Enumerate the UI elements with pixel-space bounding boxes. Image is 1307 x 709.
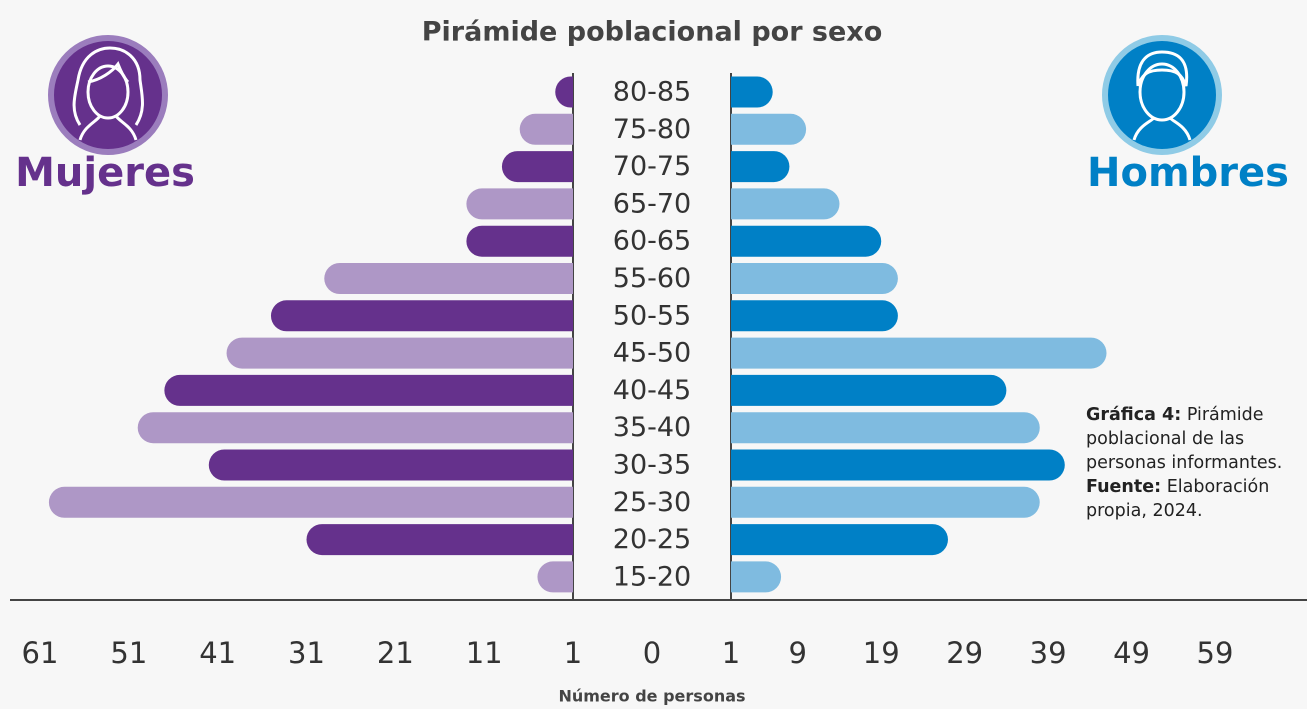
y-tick-label: 70-75 bbox=[613, 151, 691, 182]
bar bbox=[519, 113, 573, 145]
x-tick-label: 29 bbox=[946, 636, 983, 670]
y-tick-label: 40-45 bbox=[613, 375, 691, 406]
bar bbox=[731, 412, 1040, 444]
bar bbox=[537, 561, 573, 593]
bar bbox=[731, 449, 1065, 481]
x-tick-label: 49 bbox=[1113, 636, 1150, 670]
x-tick-label: 61 bbox=[22, 636, 59, 670]
bar bbox=[731, 76, 773, 108]
bar bbox=[731, 337, 1107, 369]
x-tick-label: 31 bbox=[288, 636, 325, 670]
bar bbox=[731, 561, 782, 593]
x-axis-label: Número de personas bbox=[558, 687, 745, 706]
x-tick-label: 1 bbox=[564, 636, 582, 670]
figure-text: Pirámide poblacional de las personas inf… bbox=[1086, 405, 1283, 473]
y-tick-label: 75-80 bbox=[613, 114, 691, 145]
bar bbox=[306, 524, 573, 556]
y-tick-label: 45-50 bbox=[613, 338, 691, 369]
bar bbox=[466, 188, 573, 220]
bar bbox=[731, 300, 898, 332]
bar bbox=[731, 486, 1040, 518]
bar bbox=[270, 300, 573, 332]
y-tick-label: 60-65 bbox=[613, 226, 691, 257]
bar bbox=[731, 524, 948, 556]
y-tick-label: 25-30 bbox=[613, 487, 691, 518]
bar bbox=[731, 225, 882, 257]
bar bbox=[164, 374, 574, 406]
x-tick-label: 39 bbox=[1030, 636, 1067, 670]
y-tick-label: 35-40 bbox=[613, 412, 691, 443]
bar bbox=[501, 151, 573, 183]
x-tick-label: 0 bbox=[643, 636, 661, 670]
x-tick-label: 9 bbox=[789, 636, 807, 670]
x-tick-label: 19 bbox=[863, 636, 900, 670]
bar bbox=[731, 151, 790, 183]
y-tick-label: 20-25 bbox=[613, 524, 691, 555]
bar bbox=[208, 449, 574, 481]
woman-icon bbox=[48, 35, 168, 155]
x-tick-label: 51 bbox=[110, 636, 147, 670]
chart-title: Pirámide poblacional por sexo bbox=[422, 17, 883, 48]
bar bbox=[555, 76, 573, 108]
bar bbox=[226, 337, 574, 369]
y-tick-label: 55-60 bbox=[613, 263, 691, 294]
x-tick-label: 1 bbox=[722, 636, 740, 670]
man-icon bbox=[1102, 35, 1222, 155]
y-tick-label: 65-70 bbox=[613, 188, 691, 219]
y-tick-label: 15-20 bbox=[613, 561, 691, 592]
bar bbox=[466, 225, 573, 257]
bar bbox=[324, 263, 573, 294]
x-tick-label: 41 bbox=[199, 636, 236, 670]
x-tick-label: 11 bbox=[466, 636, 503, 670]
bar bbox=[731, 263, 898, 294]
bar bbox=[731, 188, 840, 220]
figure-label: Gráfica 4: bbox=[1086, 405, 1182, 425]
legend-left: Mujeres bbox=[15, 150, 195, 196]
bar bbox=[137, 412, 573, 444]
caption: Gráfica 4: Pirámide poblacional de las p… bbox=[1086, 403, 1301, 523]
y-tick-label: 30-35 bbox=[613, 450, 691, 481]
legend-right: Hombres bbox=[1087, 150, 1289, 196]
x-tick-label: 59 bbox=[1197, 636, 1234, 670]
bar bbox=[48, 486, 574, 518]
bar bbox=[731, 374, 1007, 406]
y-tick-label: 50-55 bbox=[613, 300, 691, 331]
y-tick-label: 80-85 bbox=[613, 77, 691, 108]
source-text: Elaboración propia, 2024. bbox=[1086, 477, 1270, 521]
source-label: Fuente: bbox=[1086, 477, 1162, 497]
bar bbox=[731, 113, 807, 145]
x-tick-label: 21 bbox=[377, 636, 414, 670]
